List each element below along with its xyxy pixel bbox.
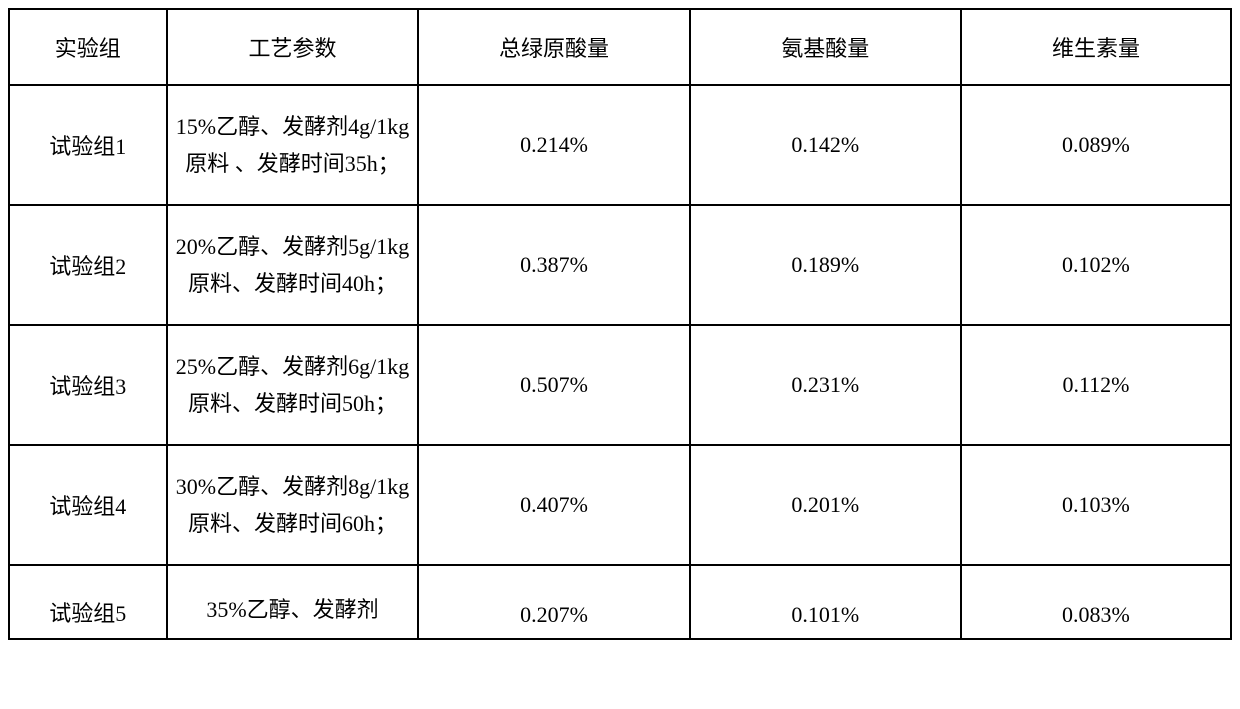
cell-params: 25%乙醇、发酵剂6g/1kg原料、发酵时间50h； [167, 325, 419, 445]
table-row: 试验组1 15%乙醇、发酵剂4g/1kg原料 、发酵时间35h； 0.214% … [9, 85, 1231, 205]
cell-vitamin: 0.112% [961, 325, 1231, 445]
table-row: 试验组3 25%乙醇、发酵剂6g/1kg原料、发酵时间50h； 0.507% 0… [9, 325, 1231, 445]
cell-amino: 0.142% [690, 85, 961, 205]
table-row: 试验组4 30%乙醇、发酵剂8g/1kg原料、发酵时间60h； 0.407% 0… [9, 445, 1231, 565]
cell-params: 30%乙醇、发酵剂8g/1kg原料、发酵时间60h； [167, 445, 419, 565]
cell-group: 试验组1 [9, 85, 167, 205]
cell-amino: 0.189% [690, 205, 961, 325]
cell-vitamin: 0.102% [961, 205, 1231, 325]
cell-params: 15%乙醇、发酵剂4g/1kg原料 、发酵时间35h； [167, 85, 419, 205]
cell-amino: 0.101% [690, 565, 961, 639]
cell-vitamin: 0.089% [961, 85, 1231, 205]
cell-amino: 0.231% [690, 325, 961, 445]
cell-chlorogenic: 0.387% [418, 205, 689, 325]
cell-amino: 0.201% [690, 445, 961, 565]
table-header-row: 实验组 工艺参数 总绿原酸量 氨基酸量 维生素量 [9, 9, 1231, 85]
table-row: 试验组2 20%乙醇、发酵剂5g/1kg原料、发酵时间40h； 0.387% 0… [9, 205, 1231, 325]
cell-params: 35%乙醇、发酵剂 [167, 565, 419, 639]
experiment-table: 实验组 工艺参数 总绿原酸量 氨基酸量 维生素量 试验组1 15%乙醇、发酵剂4… [8, 8, 1232, 640]
col-header-params: 工艺参数 [167, 9, 419, 85]
cell-chlorogenic: 0.507% [418, 325, 689, 445]
cell-params: 20%乙醇、发酵剂5g/1kg原料、发酵时间40h； [167, 205, 419, 325]
col-header-chlorogenic: 总绿原酸量 [418, 9, 689, 85]
col-header-amino: 氨基酸量 [690, 9, 961, 85]
cell-group: 试验组3 [9, 325, 167, 445]
cell-vitamin: 0.083% [961, 565, 1231, 639]
cell-chlorogenic: 0.214% [418, 85, 689, 205]
table-row: 试验组5 35%乙醇、发酵剂 0.207% 0.101% 0.083% [9, 565, 1231, 639]
col-header-vitamin: 维生素量 [961, 9, 1231, 85]
cell-group: 试验组5 [9, 565, 167, 639]
cell-group: 试验组4 [9, 445, 167, 565]
col-header-group: 实验组 [9, 9, 167, 85]
cell-chlorogenic: 0.207% [418, 565, 689, 639]
cell-vitamin: 0.103% [961, 445, 1231, 565]
cell-chlorogenic: 0.407% [418, 445, 689, 565]
cell-group: 试验组2 [9, 205, 167, 325]
